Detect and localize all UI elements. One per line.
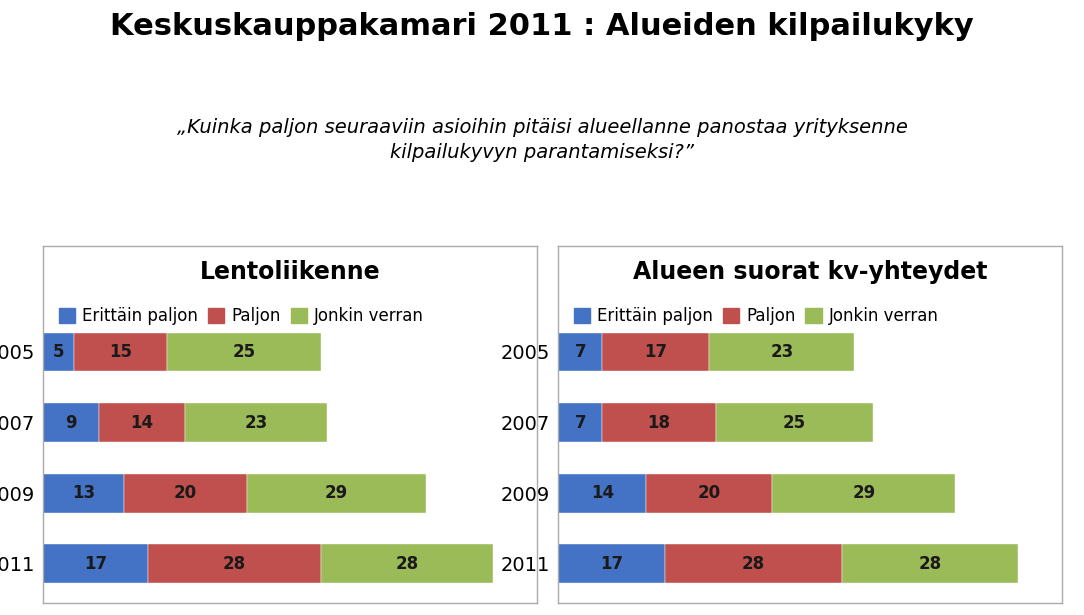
Bar xyxy=(74,333,167,371)
Legend: Erittäin paljon, Paljon, Jonkin verran: Erittäin paljon, Paljon, Jonkin verran xyxy=(52,300,430,331)
Bar xyxy=(99,403,185,442)
Text: 20: 20 xyxy=(698,484,721,502)
Text: 17: 17 xyxy=(644,343,668,361)
Text: 7: 7 xyxy=(575,413,586,432)
Text: 28: 28 xyxy=(743,555,765,573)
Text: 13: 13 xyxy=(72,484,95,502)
Legend: Erittäin paljon, Paljon, Jonkin verran: Erittäin paljon, Paljon, Jonkin verran xyxy=(567,300,945,331)
Bar xyxy=(773,474,955,513)
Text: Lentoliikenne: Lentoliikenne xyxy=(199,260,380,284)
Bar xyxy=(646,474,773,513)
Bar xyxy=(321,544,493,583)
Text: Alueen suorat kv-yhteydet: Alueen suorat kv-yhteydet xyxy=(633,260,988,284)
Bar xyxy=(709,333,854,371)
Text: 29: 29 xyxy=(324,484,348,502)
Bar xyxy=(247,474,426,513)
Bar xyxy=(43,403,99,442)
Text: 17: 17 xyxy=(601,555,623,573)
Text: 25: 25 xyxy=(783,413,806,432)
Text: 28: 28 xyxy=(918,555,942,573)
Bar xyxy=(43,474,124,513)
Bar xyxy=(185,403,327,442)
Text: 28: 28 xyxy=(223,555,246,573)
Bar xyxy=(842,544,1018,583)
Bar xyxy=(558,333,603,371)
Bar xyxy=(558,474,646,513)
Text: 29: 29 xyxy=(852,484,876,502)
Bar xyxy=(603,403,715,442)
Text: 23: 23 xyxy=(244,413,268,432)
Bar xyxy=(43,333,74,371)
Text: 23: 23 xyxy=(771,343,793,361)
Text: 14: 14 xyxy=(130,413,154,432)
Text: „Kuinka paljon seuraaviin asioihin pitäisi alueellanne panostaa yrityksenne
kilp: „Kuinka paljon seuraaviin asioihin pitäi… xyxy=(177,118,907,162)
Text: 20: 20 xyxy=(173,484,196,502)
Bar xyxy=(43,544,149,583)
Bar xyxy=(149,544,321,583)
Text: Keskuskauppakamari 2011 : Alueiden kilpailukyky: Keskuskauppakamari 2011 : Alueiden kilpa… xyxy=(111,12,973,41)
Bar xyxy=(603,333,709,371)
Text: 18: 18 xyxy=(647,413,671,432)
Text: 5: 5 xyxy=(53,343,65,361)
Bar xyxy=(715,403,874,442)
Text: 14: 14 xyxy=(591,484,614,502)
Bar xyxy=(124,474,247,513)
Text: 28: 28 xyxy=(396,555,418,573)
Text: 17: 17 xyxy=(85,555,107,573)
Bar xyxy=(558,403,603,442)
Text: 15: 15 xyxy=(108,343,132,361)
Bar xyxy=(666,544,842,583)
Text: 9: 9 xyxy=(65,413,77,432)
Text: 7: 7 xyxy=(575,343,586,361)
Text: 25: 25 xyxy=(232,343,256,361)
Bar xyxy=(558,544,666,583)
Bar xyxy=(167,333,321,371)
